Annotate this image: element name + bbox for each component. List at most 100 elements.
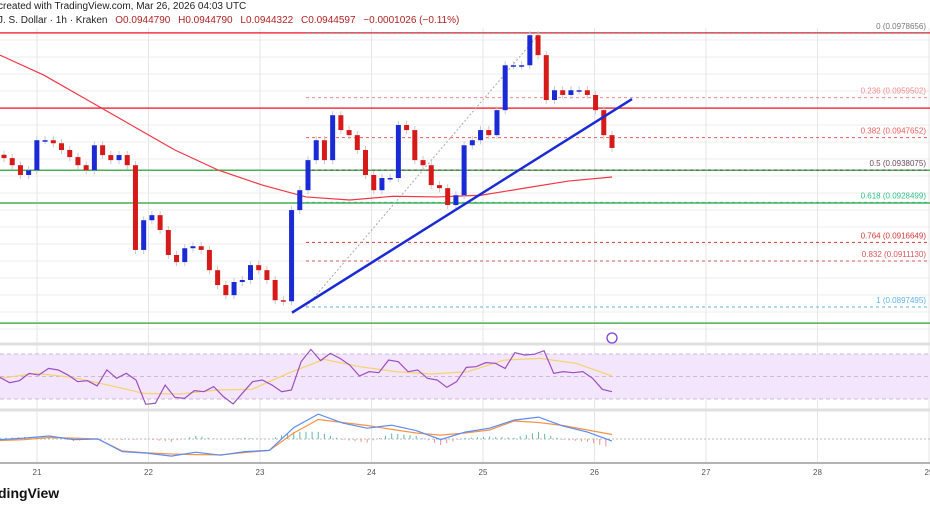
candle <box>26 170 32 175</box>
candle <box>17 165 23 175</box>
candle <box>141 220 147 250</box>
x-tick-label: 21 <box>33 468 42 477</box>
candle <box>338 115 344 131</box>
candle <box>289 210 295 302</box>
candle <box>584 90 590 95</box>
candle <box>354 135 360 150</box>
candle <box>551 90 557 101</box>
x-tick-label: 24 <box>367 468 376 477</box>
x-tick-label: 27 <box>702 468 711 477</box>
price-chart[interactable]: 21 22 23 24 25 26 27 28 29 0 (0.0978656) 0.236 (0.… <box>0 0 930 480</box>
candle <box>9 158 15 166</box>
candle <box>363 149 369 175</box>
candle <box>108 155 114 161</box>
fib-level-label: 0.832 (0.0911130) <box>862 250 927 259</box>
tradingview-logo: dingView <box>0 485 60 501</box>
candle <box>469 140 475 146</box>
candle <box>206 249 212 271</box>
candle <box>404 125 410 131</box>
fib-level-label: 0.764 (0.0916649) <box>861 231 927 240</box>
candle <box>576 90 582 92</box>
symbol-info[interactable]: J. S. Dollar · 1h · Kraken <box>0 15 108 26</box>
candle <box>67 149 73 158</box>
trendline <box>291 97 633 314</box>
candle <box>535 35 541 56</box>
candle <box>198 246 204 250</box>
candle <box>527 35 533 66</box>
replay-icon <box>606 332 618 344</box>
candle <box>519 65 525 67</box>
candle <box>543 55 549 101</box>
candle <box>256 265 262 271</box>
candle <box>371 174 377 191</box>
candle <box>231 282 237 296</box>
candle <box>387 178 393 180</box>
ohlc-low: L0.0944322 <box>240 15 294 26</box>
candle <box>560 90 566 95</box>
candle <box>280 300 286 302</box>
candle <box>395 125 401 179</box>
x-tick-label: 28 <box>813 468 822 477</box>
candle <box>609 135 615 148</box>
x-tick-label: 25 <box>479 468 488 477</box>
candle <box>239 279 245 283</box>
candle <box>420 160 426 166</box>
candle <box>124 155 130 166</box>
candle <box>190 246 196 249</box>
candle <box>502 65 508 111</box>
candle <box>478 130 484 141</box>
x-tick-label: 23 <box>256 468 265 477</box>
candle <box>313 140 319 161</box>
fib-diagonal <box>305 32 541 308</box>
candle <box>593 94 599 111</box>
x-tick-label: 29 <box>925 468 930 477</box>
candle <box>461 145 467 196</box>
ohlc-high: H0.0944790 <box>178 15 233 26</box>
candle <box>132 165 138 250</box>
candle <box>346 130 352 136</box>
fib-level-label: 0.236 (0.0959502) <box>861 87 927 96</box>
candle <box>494 110 500 136</box>
candle <box>1 154 7 159</box>
candle <box>50 140 56 144</box>
candle <box>412 130 418 161</box>
ohlc-open: O0.0944790 <box>115 15 171 26</box>
symbol-legend: J. S. Dollar · 1h · Kraken O0.0944790 H0… <box>0 15 459 26</box>
candle <box>34 140 40 171</box>
fib-level-label: 1 (0.0897495) <box>876 296 926 305</box>
candle <box>264 270 270 280</box>
candle <box>297 190 303 211</box>
candle <box>83 165 89 171</box>
candle <box>91 145 97 171</box>
candle <box>453 195 459 206</box>
candle <box>75 157 81 166</box>
candle <box>116 155 122 161</box>
candle <box>157 215 163 231</box>
candle <box>215 270 221 286</box>
fib-level-label: 0.5 (0.0938075) <box>870 159 927 168</box>
moving-average-line <box>0 54 613 201</box>
candle <box>510 65 516 67</box>
macd-line <box>0 413 613 457</box>
candle <box>223 285 229 296</box>
candle <box>379 178 385 191</box>
x-tick-label: 26 <box>590 468 599 477</box>
candle <box>330 115 336 161</box>
candle <box>182 248 188 263</box>
fib-level-label: 0.618 (0.0928499) <box>861 191 927 200</box>
candle <box>436 185 442 189</box>
chart-credit: created with TradingView.com, Mar 26, 20… <box>0 1 247 12</box>
candle <box>428 165 434 186</box>
x-tick-label: 22 <box>144 468 153 477</box>
ohlc-change: −0.0001026 (−0.11%) <box>363 15 460 26</box>
candle <box>174 254 180 263</box>
candle <box>59 143 65 150</box>
candle <box>247 265 253 280</box>
candle <box>100 145 106 156</box>
rsi-line <box>0 348 613 405</box>
candle <box>321 140 327 161</box>
candle <box>42 140 48 142</box>
ohlc-close: C0.0944597 <box>301 15 356 26</box>
fib-level-label: 0.382 (0.0947652) <box>861 127 927 136</box>
candle <box>305 160 311 191</box>
